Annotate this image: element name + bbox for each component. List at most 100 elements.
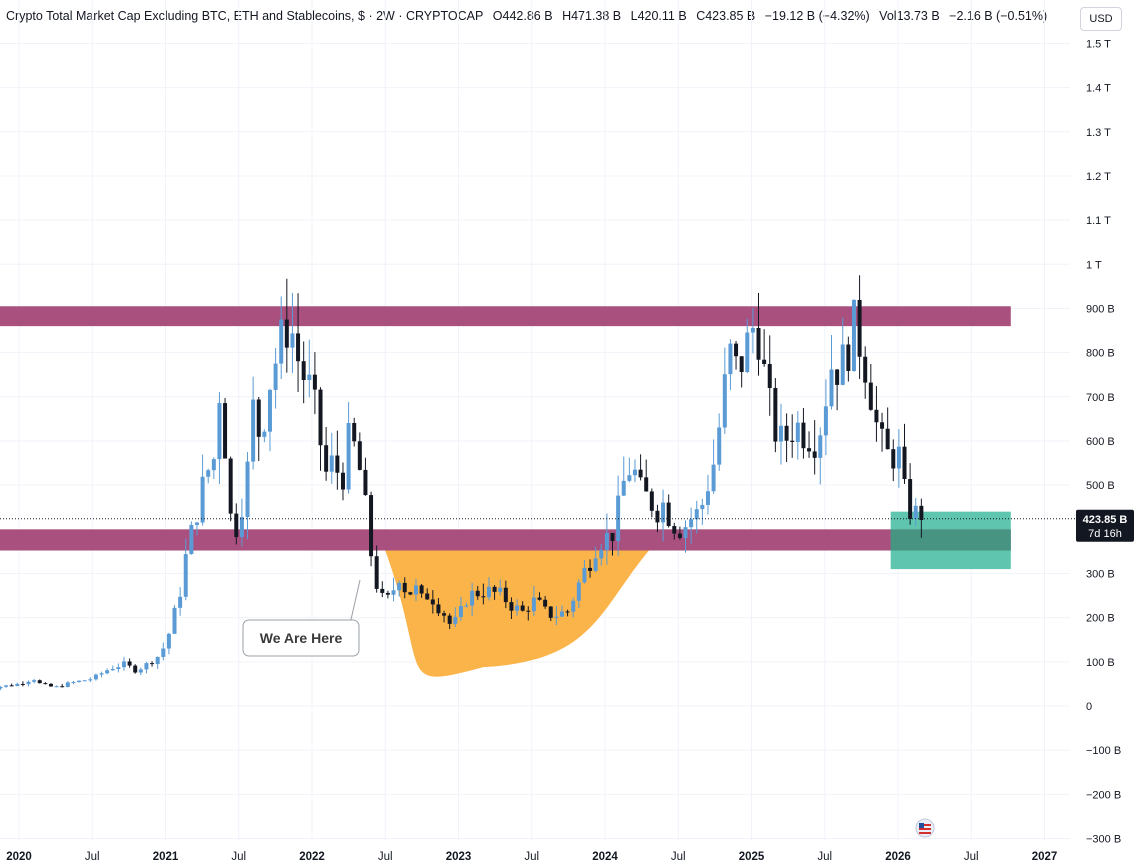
candle <box>548 606 553 622</box>
candle <box>902 423 907 484</box>
candle <box>296 293 301 392</box>
overlay-layer: We Are Here <box>0 518 1076 838</box>
x-tick-label: Jul <box>964 851 979 863</box>
candle <box>206 468 211 484</box>
candle-body <box>329 455 334 472</box>
candle-body <box>54 686 59 688</box>
symbol-title[interactable]: Crypto Total Market Cap Excluding BTC, E… <box>6 9 365 23</box>
candle <box>290 292 295 373</box>
candle <box>880 412 885 452</box>
candle <box>189 521 194 555</box>
y-axis[interactable]: 1.5 T 1.4 T 1.3 T 1.2 T 1.1 T 1 T 900 B 800 B 70… <box>1076 38 1134 846</box>
candle-body <box>565 611 570 613</box>
x-tick-label: 2024 <box>592 851 618 863</box>
x-tick-label: 2023 <box>446 851 472 863</box>
candle-body <box>919 505 924 521</box>
candle-body <box>812 451 817 458</box>
candle-body <box>548 606 553 618</box>
candle <box>172 604 177 635</box>
candle-body <box>228 458 233 514</box>
economic-event-flag-icon <box>915 818 935 838</box>
candle <box>486 577 491 601</box>
y-tick-label: 600 B <box>1086 436 1115 448</box>
candle-body <box>9 685 14 687</box>
close-label: C <box>696 9 706 23</box>
y-tick-label: 700 B <box>1086 392 1115 404</box>
high-value: 471.38 B <box>571 9 622 23</box>
currency-button[interactable]: USD <box>1080 7 1122 31</box>
x-axis[interactable]: 2020 Jul 2021 Jul 2022 Jul 2023 Jul 2024 Jul 2025 J… <box>6 851 1057 863</box>
candle <box>318 387 323 471</box>
candle-body <box>340 472 345 490</box>
close-value: 423.85 B <box>705 9 756 23</box>
candle <box>604 513 609 565</box>
candle-body <box>531 597 536 612</box>
candle-body <box>217 403 222 460</box>
candle <box>93 673 98 681</box>
candle-body <box>71 682 76 684</box>
candle <box>380 581 385 598</box>
candle-body <box>795 422 800 442</box>
x-tick-label: Jul <box>378 851 393 863</box>
volume-change-value: −2.16 B (−0.51%) <box>949 9 1048 23</box>
y-tick-label: 1.1 T <box>1086 215 1111 227</box>
candle-body <box>402 582 407 593</box>
price-tag-bg <box>1076 509 1134 542</box>
y-tick-label: −100 B <box>1086 745 1121 757</box>
candle <box>823 379 828 456</box>
candle-body <box>745 332 750 373</box>
candle-body <box>88 679 93 681</box>
candle <box>565 609 570 617</box>
candle <box>857 275 862 379</box>
candle-body <box>835 369 840 385</box>
x-tick-label: Jul <box>671 851 686 863</box>
candle <box>4 685 9 688</box>
candle-body <box>908 479 913 519</box>
candle <box>509 597 514 620</box>
candle-body <box>610 532 615 542</box>
candle-body <box>891 449 896 469</box>
candle-body <box>632 469 637 476</box>
candle <box>756 292 761 376</box>
candle <box>166 632 171 655</box>
candle-body <box>391 590 396 595</box>
candle <box>77 680 82 683</box>
candle <box>447 613 452 630</box>
candle-body <box>121 661 126 668</box>
candle-body <box>778 425 783 442</box>
candle <box>340 462 345 501</box>
candle-body <box>717 427 722 465</box>
candle-body <box>599 549 604 559</box>
y-tick-label: 1.3 T <box>1086 127 1111 139</box>
candle <box>767 335 772 416</box>
source-label: CRYPTOCAP <box>405 9 484 23</box>
candle <box>773 378 778 453</box>
candle <box>402 577 407 599</box>
candle-body <box>683 527 688 538</box>
candle-body <box>571 600 576 612</box>
candle-body <box>0 686 3 689</box>
candle <box>110 665 115 671</box>
candle-body <box>307 374 312 381</box>
candle <box>116 663 121 673</box>
candle-body <box>352 422 357 442</box>
candle-body <box>37 680 42 684</box>
candle-body <box>234 513 239 538</box>
candle-body <box>913 505 918 519</box>
candle-body <box>543 599 548 607</box>
candle-body <box>138 669 143 673</box>
flag-icon-canton <box>919 823 924 828</box>
candle <box>790 414 795 458</box>
candle-body <box>256 399 261 437</box>
candle-body <box>183 554 188 597</box>
candle-body <box>846 344 851 371</box>
candle-body <box>251 399 256 462</box>
candle <box>138 667 143 676</box>
candle-body <box>863 356 868 383</box>
flag-icon-stripe <box>919 824 931 826</box>
candle-body <box>840 344 845 385</box>
candle <box>846 336 851 382</box>
y-tick-label: 1 T <box>1086 259 1102 271</box>
candle-body <box>346 422 351 490</box>
